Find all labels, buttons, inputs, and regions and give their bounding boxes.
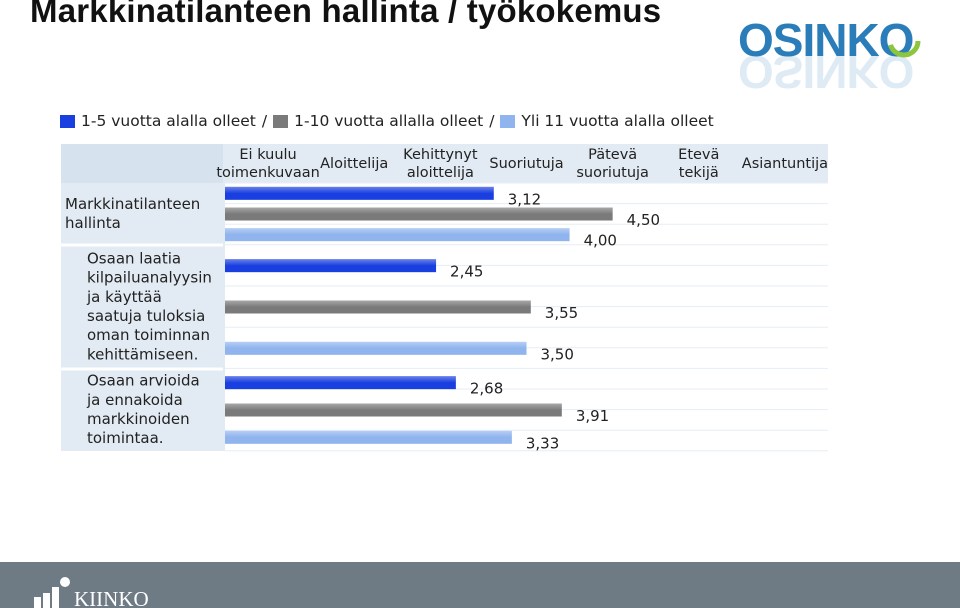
scale-label: Aloittelija — [320, 156, 388, 172]
bar-highlight — [225, 341, 527, 355]
legend-separator: / — [261, 112, 268, 130]
header-corner — [61, 144, 223, 183]
kiinko-logo: KIINKO — [34, 577, 149, 608]
category-label: Osaan arvioida ja ennakoida markkinoiden to… — [86, 372, 200, 448]
legend-item-3: Yli 11 vuotta alalla olleet — [500, 112, 714, 130]
value-label: 3,12 — [508, 190, 541, 208]
osinko-logo: OSINKO OSINKO — [738, 14, 921, 94]
legend-separator: / — [489, 112, 495, 130]
legend-swatch-2 — [273, 114, 289, 128]
scale-label: Etevä tekijä — [678, 147, 719, 181]
value-label: 4,00 — [584, 232, 617, 250]
value-label: 2,45 — [450, 263, 483, 281]
bar-highlight — [225, 207, 613, 221]
bar-highlight — [225, 376, 456, 390]
category-label: Osaan laatia kilpailuanalyysin ja käyttää s… — [86, 249, 212, 363]
logo-ring-icon — [887, 24, 921, 58]
legend-label-3: Yli 11 vuotta alalla olleet — [521, 112, 714, 130]
legend-item-1: 1-5 vuotta alalla olleet — [60, 112, 256, 130]
legend-swatch-1 — [60, 114, 75, 128]
scale-label: Suoriutuja — [489, 156, 563, 172]
value-label: 3,33 — [526, 434, 559, 452]
kiinko-bar-icon — [43, 593, 50, 608]
bar-highlight — [225, 186, 494, 200]
scale-label: Ei kuulu toimenkuvaan — [216, 147, 320, 181]
value-label: 3,55 — [545, 304, 578, 322]
bar-highlight — [225, 228, 570, 242]
bar-highlight — [225, 300, 531, 314]
legend-label-1: 1-5 vuotta alalla olleet — [81, 112, 256, 130]
bar-highlight — [225, 430, 512, 444]
category-label: Markkinatilanteen hallinta — [65, 195, 200, 232]
bar-highlight — [225, 403, 562, 417]
scale-label: Pätevä suoriutuja — [576, 147, 649, 181]
page-title: Markkinatilanteen hallinta / työkokemus — [30, 0, 662, 29]
logo-reflection: OSINKO — [738, 46, 913, 94]
chart-legend: 1-5 vuotta alalla olleet / 1-10 vuotta a… — [60, 111, 714, 131]
group-separator — [61, 367, 223, 371]
legend-item-2: 1-10 vuotta allalla olleet — [273, 112, 483, 130]
legend-label-2: 1-10 vuotta allalla olleet — [294, 112, 484, 130]
value-label: 2,68 — [470, 380, 503, 398]
value-label: 3,50 — [541, 345, 574, 363]
bar-highlight — [225, 259, 437, 273]
logo-text: OSINKO — [738, 14, 913, 66]
value-label: 3,91 — [576, 407, 609, 425]
value-label: 4,50 — [627, 211, 660, 229]
scale-label: Kehittynyt aloittelija — [403, 147, 478, 181]
legend-swatch-3 — [500, 114, 516, 128]
footer-bar — [0, 562, 960, 608]
kiinko-bar-icon — [34, 597, 41, 608]
kiinko-bar-icon — [52, 587, 59, 608]
scale-label: Asiantuntija — [742, 156, 828, 172]
group-separator — [61, 243, 223, 247]
kiinko-text: KIINKO — [74, 587, 149, 608]
kiinko-dot-icon — [60, 577, 70, 587]
